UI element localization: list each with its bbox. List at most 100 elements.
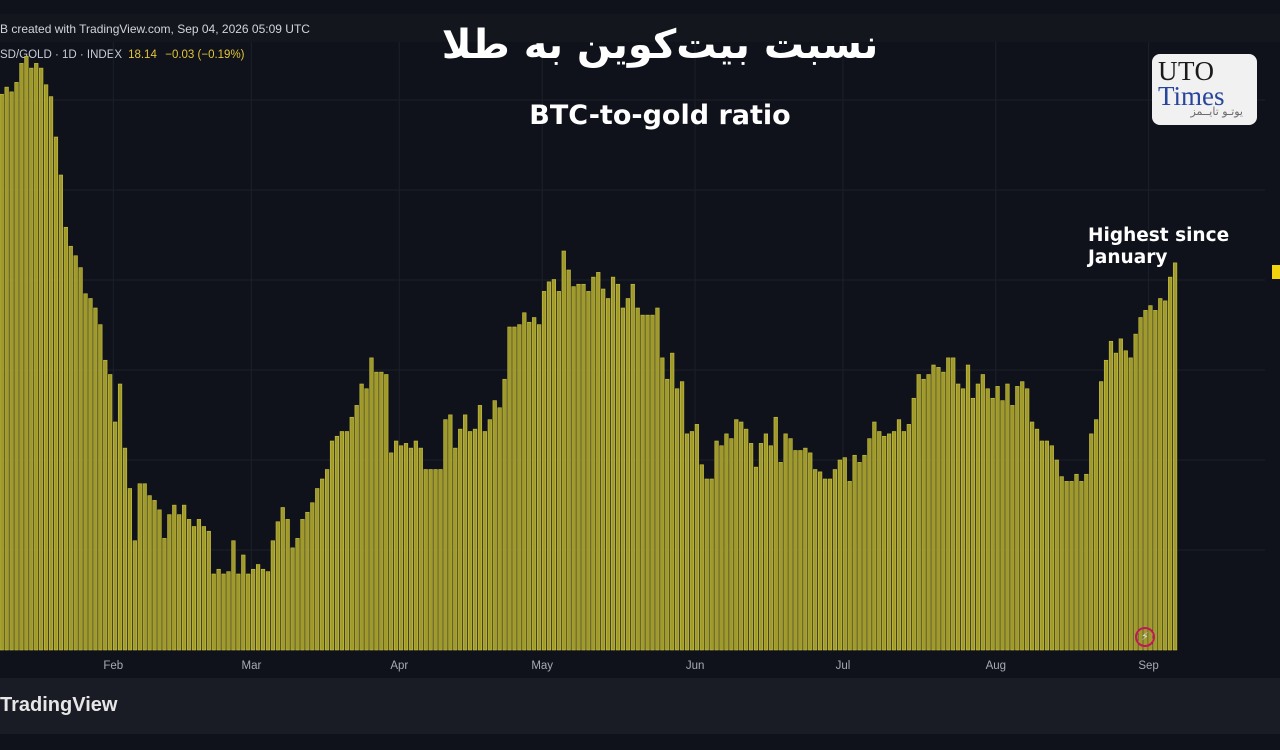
bar (670, 352, 675, 651)
bar (88, 298, 93, 651)
bar (1168, 276, 1173, 651)
bar (443, 419, 448, 651)
bar (862, 454, 867, 651)
bar (113, 421, 118, 651)
bar (1113, 352, 1119, 651)
bar (453, 447, 458, 651)
bar (887, 433, 892, 651)
bar (1099, 381, 1104, 651)
bar (748, 443, 754, 651)
bar (364, 388, 369, 651)
bar (758, 443, 764, 651)
bar (536, 324, 542, 651)
bar (1133, 333, 1138, 651)
bar (221, 573, 226, 651)
title-persian: نسبت بیت‌کوین به طلا (441, 22, 879, 68)
bar (1000, 400, 1005, 651)
bar (502, 378, 507, 651)
bar (655, 307, 660, 651)
bar (936, 367, 941, 651)
bar (960, 388, 966, 651)
bar (541, 291, 547, 651)
bar (729, 438, 734, 651)
bar (1094, 419, 1099, 651)
bar (734, 419, 739, 651)
bar (813, 469, 818, 651)
bar (916, 374, 921, 651)
bar (241, 554, 246, 651)
bar (901, 431, 907, 651)
bar (882, 435, 887, 651)
bar (191, 526, 197, 651)
bar (610, 276, 616, 651)
uto-times-logo: UTO Times یوتـو تایــمز (1152, 54, 1257, 125)
bar (684, 433, 690, 651)
bar (1030, 421, 1035, 651)
bar (630, 283, 635, 651)
bar (601, 288, 606, 651)
symbol-info: SD/GOLD · 1D · INDEX 18.14 −0.03 (−0.19%) (0, 49, 245, 61)
bar (980, 374, 985, 651)
annotation-line-2: January (1088, 247, 1168, 268)
bar (1153, 310, 1158, 651)
lightning-icon[interactable]: ⚡ (1135, 627, 1155, 647)
bar (98, 324, 103, 651)
bar (847, 481, 852, 651)
bar (19, 63, 24, 651)
x-tick-label: Aug (986, 660, 1006, 672)
x-tick-label: May (531, 660, 553, 672)
bar (596, 272, 601, 651)
logo-text-times: Times (1158, 81, 1225, 111)
bar (78, 267, 83, 651)
bar (1158, 298, 1163, 651)
bar (1163, 300, 1168, 651)
bar (719, 445, 724, 651)
bar (931, 364, 936, 651)
bar (1049, 445, 1054, 651)
bar (127, 488, 133, 651)
bar (507, 326, 512, 651)
bar (196, 519, 202, 651)
bar (556, 291, 561, 651)
bar (58, 174, 63, 651)
bar (970, 397, 976, 651)
bar (1089, 433, 1094, 651)
logo-text-uto: UTO (1158, 56, 1215, 86)
bar (773, 416, 778, 651)
bar (413, 440, 418, 651)
bar (137, 483, 142, 651)
bar (497, 407, 502, 651)
bar (576, 283, 581, 651)
bar (591, 276, 596, 651)
bar (852, 454, 857, 651)
bar (625, 298, 630, 651)
bar (310, 502, 315, 651)
chart-info-bar (0, 14, 1280, 42)
bar (428, 469, 433, 651)
bar (0, 93, 4, 651)
bar (167, 514, 172, 651)
bar (1064, 481, 1069, 651)
bar (14, 82, 19, 651)
bar (946, 357, 951, 651)
bar (325, 469, 330, 651)
bar (561, 250, 566, 651)
bar (48, 96, 54, 651)
bar (1005, 383, 1010, 651)
bar (349, 416, 354, 651)
bar (285, 519, 290, 651)
bar (921, 378, 926, 651)
bar (1128, 357, 1133, 651)
x-tick-label: Feb (103, 660, 123, 672)
bar (216, 568, 221, 651)
bar (463, 414, 468, 651)
bar (73, 255, 78, 651)
bar (818, 471, 823, 651)
bar (867, 438, 872, 651)
bar (1069, 481, 1074, 651)
bar (329, 440, 335, 651)
bar (39, 67, 44, 651)
bar (418, 447, 423, 651)
bar (315, 488, 320, 651)
bar (339, 431, 345, 651)
